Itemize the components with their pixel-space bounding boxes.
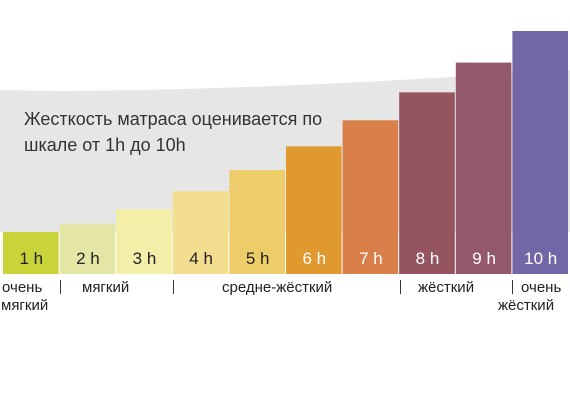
- level-label-2: 2 h: [76, 249, 100, 268]
- category-very-soft-line1: очень: [2, 279, 43, 296]
- level-bar-9: [455, 62, 512, 274]
- level-bar-6: [286, 146, 342, 274]
- level-label-7: 7 h: [359, 249, 383, 268]
- category-medium-firm: средне-жёсткий: [222, 279, 333, 296]
- level-bar-1: [3, 232, 59, 274]
- firmness-bars: 1 h 2 h 3 h 4 h 5 h 6 h 7 h 8 h 9 h 10 h: [3, 31, 568, 275]
- level-bar-5: [229, 170, 285, 274]
- level-bar-2: [59, 223, 116, 274]
- category-firm: жёсткий: [418, 279, 475, 296]
- level-bar-10: [512, 31, 568, 274]
- level-label-3: 3 h: [133, 249, 157, 268]
- category-very-firm-line2: жёсткий: [498, 297, 555, 314]
- level-label-6: 6 h: [302, 249, 326, 268]
- category-soft: мягкий: [82, 279, 130, 296]
- level-label-1: 1 h: [19, 249, 43, 268]
- caption-line-1: Жесткость матраса оценивается по: [24, 109, 323, 129]
- level-bar-4: [172, 191, 229, 274]
- level-label-9: 9 h: [472, 249, 496, 268]
- scale-caption: Жесткость матраса оценивается по шкале о…: [24, 106, 364, 158]
- category-separator: [60, 280, 61, 294]
- category-separator: [512, 280, 513, 294]
- level-label-8: 8 h: [416, 249, 440, 268]
- category-very-soft-line2: мягкий: [1, 297, 49, 314]
- category-very-firm-line1: очень: [521, 279, 562, 296]
- level-label-4: 4 h: [189, 249, 213, 268]
- category-separator: [400, 280, 401, 294]
- category-separator: [173, 280, 174, 294]
- caption-line-2: шкале от 1h до 10h: [24, 135, 186, 155]
- level-bar-8: [399, 92, 455, 275]
- level-label-5: 5 h: [246, 249, 270, 268]
- level-bar-3: [116, 209, 172, 274]
- level-bar-7: [342, 120, 399, 274]
- level-label-10: 10 h: [524, 249, 557, 268]
